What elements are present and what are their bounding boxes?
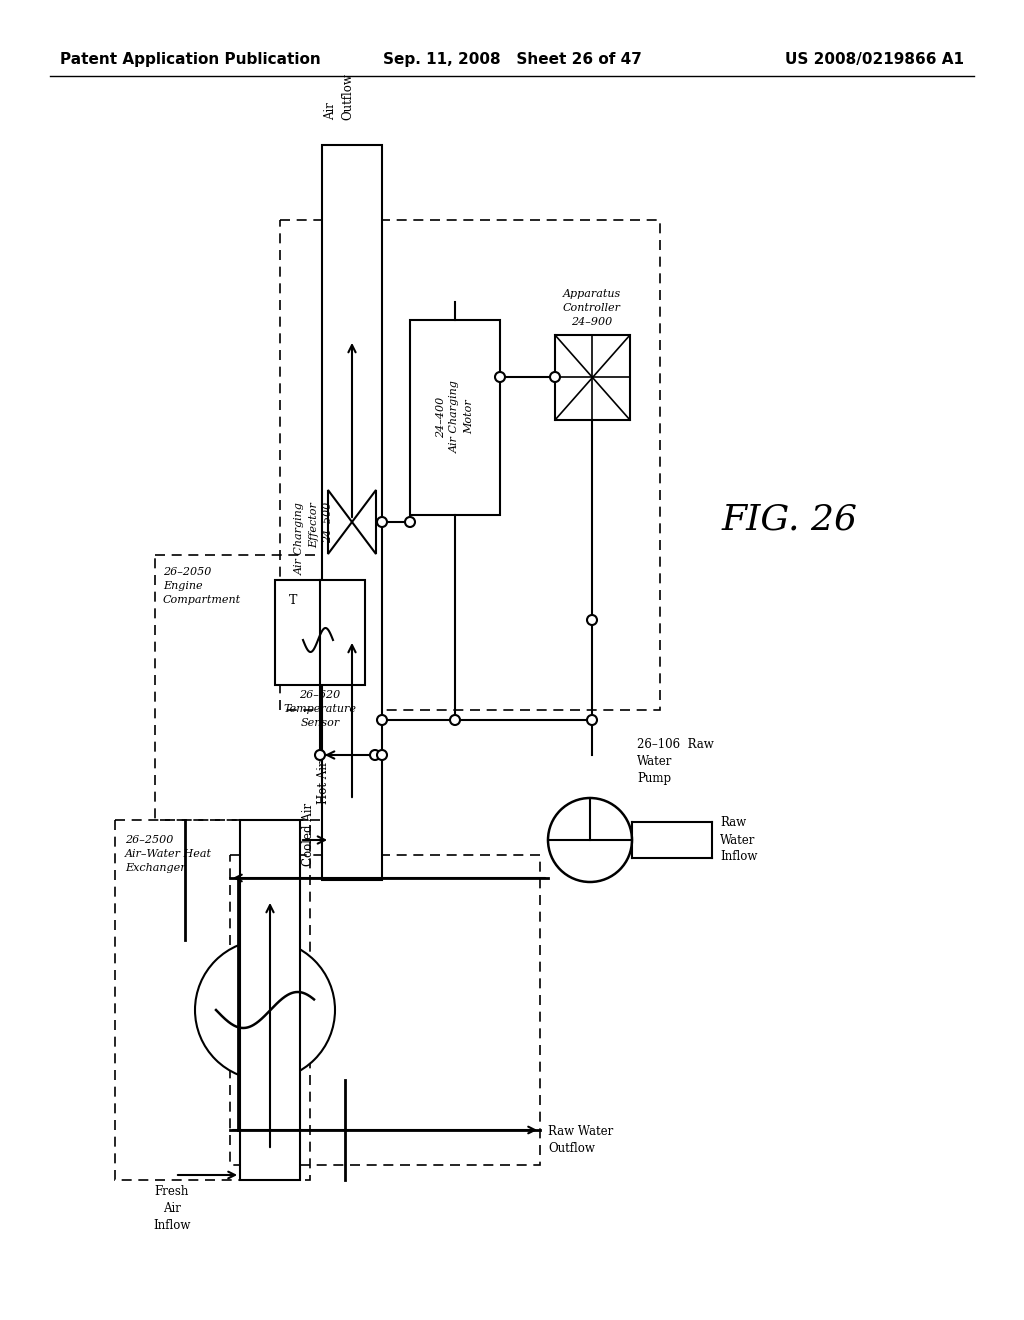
Bar (275, 579, 365, 685)
Circle shape (548, 799, 632, 882)
Bar (280, 220, 660, 710)
Text: Hot Air: Hot Air (317, 760, 330, 804)
Circle shape (495, 372, 505, 381)
Text: Cooled Air: Cooled Air (302, 803, 315, 866)
Circle shape (315, 750, 325, 760)
Text: Air
Outflow: Air Outflow (324, 73, 354, 120)
Circle shape (377, 715, 387, 725)
Circle shape (377, 750, 387, 760)
Bar (555, 335, 630, 420)
Text: Sep. 11, 2008   Sheet 26 of 47: Sep. 11, 2008 Sheet 26 of 47 (383, 51, 641, 67)
Circle shape (377, 517, 387, 527)
Bar (115, 820, 310, 1180)
Text: Apparatus
Controller
24–900: Apparatus Controller 24–900 (563, 289, 622, 327)
Circle shape (450, 715, 460, 725)
Bar (230, 855, 540, 1166)
Circle shape (587, 715, 597, 725)
Text: Raw Water
Outflow: Raw Water Outflow (548, 1125, 613, 1155)
Text: US 2008/0219866 A1: US 2008/0219866 A1 (785, 51, 964, 67)
Text: Fresh
Air
Inflow: Fresh Air Inflow (154, 1185, 190, 1232)
Circle shape (370, 750, 380, 760)
Circle shape (587, 615, 597, 624)
Text: Raw
Water
Inflow: Raw Water Inflow (720, 817, 758, 863)
Text: 26–620
Temperature
Sensor: 26–620 Temperature Sensor (284, 690, 356, 729)
Text: 24–400
Air Charging
Motor: 24–400 Air Charging Motor (436, 380, 474, 454)
Bar (322, 145, 382, 880)
Text: 26–2050
Engine
Compartment: 26–2050 Engine Compartment (163, 568, 241, 605)
Text: FIG. 26: FIG. 26 (722, 503, 858, 537)
Text: 26–106  Raw
Water
Pump: 26–106 Raw Water Pump (637, 738, 714, 785)
Circle shape (195, 940, 335, 1080)
Bar (240, 820, 300, 1180)
Bar (410, 319, 500, 515)
Text: Air Charging
Effector
24–500: Air Charging Effector 24–500 (295, 502, 333, 576)
Text: Patent Application Publication: Patent Application Publication (60, 51, 321, 67)
Bar (155, 554, 330, 820)
Text: 26–2500
Air–Water Heat
Exchanger: 26–2500 Air–Water Heat Exchanger (125, 836, 212, 873)
Circle shape (406, 517, 415, 527)
Circle shape (550, 372, 560, 381)
Text: T: T (289, 594, 297, 607)
